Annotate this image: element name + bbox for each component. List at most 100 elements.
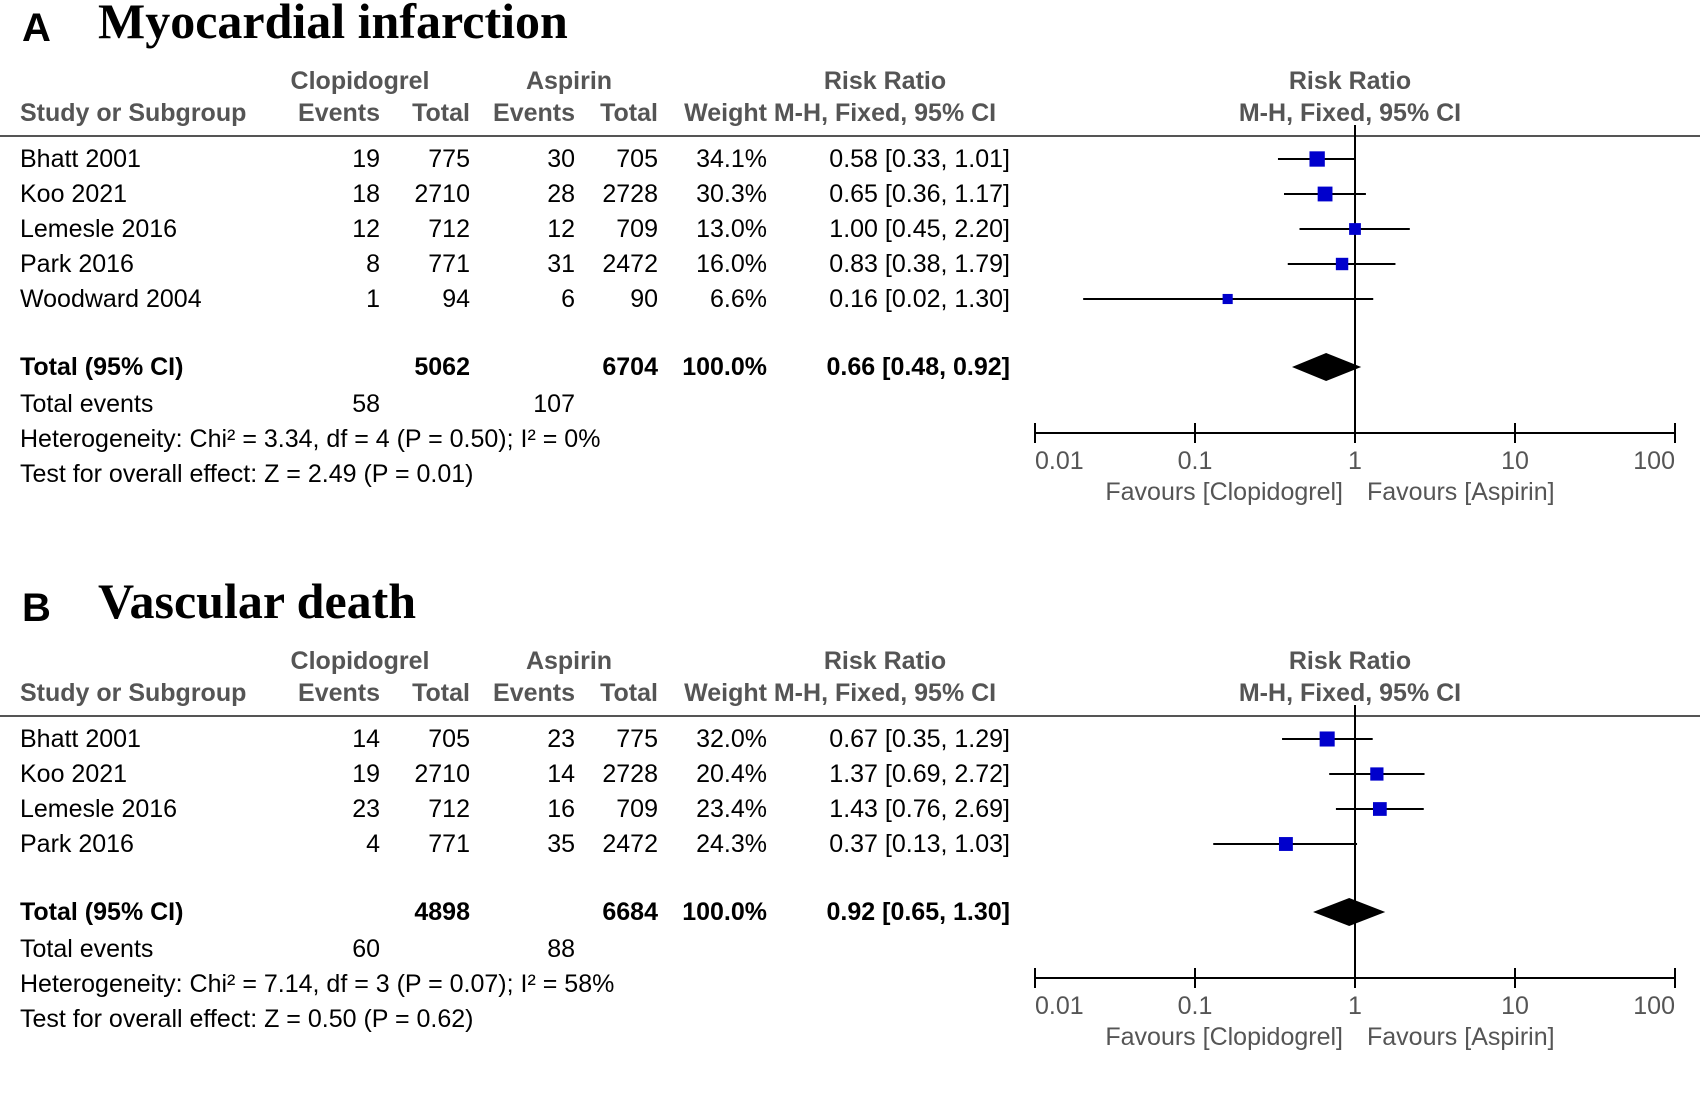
x-tick-label: 10 xyxy=(1501,447,1529,475)
study-column-header: Study or Subgroup xyxy=(20,99,247,127)
study-square xyxy=(1309,151,1325,167)
pooled-diamond xyxy=(1313,898,1386,926)
favours-right-label: Favours [Aspirin] xyxy=(1367,478,1555,506)
rr-ci: 0.83 [0.38, 1.79] xyxy=(829,250,1010,278)
c-total: 94 xyxy=(442,285,470,313)
c-events-header: Events xyxy=(298,99,380,127)
study-name: Koo 2021 xyxy=(20,180,128,208)
favours-left-label: Favours [Clopidogrel] xyxy=(1105,478,1343,506)
weight: 6.6% xyxy=(710,285,767,313)
pooled-rr-ci: 0.66 [0.48, 0.92] xyxy=(826,353,1010,381)
rr-ci: 0.16 [0.02, 1.30] xyxy=(829,285,1010,313)
x-tick-label: 100 xyxy=(1633,447,1675,475)
study-square xyxy=(1319,731,1335,747)
plot-rr-title-header: Risk Ratio xyxy=(1288,647,1412,675)
study-name: Lemesle 2016 xyxy=(20,795,178,823)
rr-title-header: Risk Ratio xyxy=(823,67,947,95)
a-events: 31 xyxy=(547,250,575,278)
study-name: Woodward 2004 xyxy=(20,285,202,313)
study-square xyxy=(1349,223,1361,235)
x-tick-label: 1 xyxy=(1348,447,1362,475)
weight: 23.4% xyxy=(696,795,767,823)
weight-header: Weight xyxy=(684,99,767,127)
total-label: Total (95% CI) xyxy=(20,898,184,926)
a-total: 775 xyxy=(616,725,658,753)
total-label: Total (95% CI) xyxy=(20,353,184,381)
plot-rr-method-header: M-H, Fixed, 95% CI xyxy=(1238,679,1462,707)
a-events: 35 xyxy=(547,830,575,858)
a-total-sum: 6684 xyxy=(602,898,658,926)
a-total: 2472 xyxy=(602,250,658,278)
panel-letter: A xyxy=(22,6,51,50)
total-weight: 100.0% xyxy=(682,353,767,381)
rr-title-header: Risk Ratio xyxy=(823,647,947,675)
study-square xyxy=(1278,837,1293,851)
forest-plot: 0.01 0.1 1 10 100 Favours [Clopidogrel] Favour… xyxy=(1034,125,1676,506)
x-tick-label: 10 xyxy=(1501,992,1529,1020)
a-events: 16 xyxy=(547,795,575,823)
panel-vascular-death: B Vascular death Clopidogrel Aspirin Ris… xyxy=(0,573,1700,1105)
study-name: Park 2016 xyxy=(20,830,134,858)
weight: 24.3% xyxy=(696,830,767,858)
c-total-sum: 5062 xyxy=(414,353,470,381)
rr-ci: 1.00 [0.45, 2.20] xyxy=(829,215,1010,243)
group1-header: Clopidogrel xyxy=(290,647,430,675)
rr-ci: 1.43 [0.76, 2.69] xyxy=(829,795,1010,823)
c-events: 19 xyxy=(352,145,380,173)
panel-title: Myocardial infarction xyxy=(98,0,568,49)
x-tick-label: 0.1 xyxy=(1178,992,1213,1020)
rr-ci: 0.67 [0.35, 1.29] xyxy=(829,725,1010,753)
x-tick-label: 0.01 xyxy=(1035,447,1084,475)
a-total: 709 xyxy=(616,215,658,243)
study-square xyxy=(1370,767,1384,781)
c-events: 14 xyxy=(352,725,380,753)
a-events: 30 xyxy=(547,145,575,173)
overall-effect-text: Test for overall effect: Z = 0.50 (P = 0… xyxy=(20,1005,474,1033)
c-events: 12 xyxy=(352,215,380,243)
rr-method-header: M-H, Fixed, 95% CI xyxy=(773,99,997,127)
total-weight: 100.0% xyxy=(682,898,767,926)
c-events: 4 xyxy=(366,830,380,858)
a-events: 28 xyxy=(547,180,575,208)
a-events: 12 xyxy=(547,215,575,243)
group2-header: Aspirin xyxy=(525,67,613,95)
study-square xyxy=(1372,802,1387,816)
study-square xyxy=(1317,186,1333,202)
weight: 34.1% xyxy=(696,145,767,173)
study-square xyxy=(1222,293,1233,305)
plot-rr-method-header: M-H, Fixed, 95% CI xyxy=(1238,99,1462,127)
panel-letter: B xyxy=(22,586,51,630)
c-events-header: Events xyxy=(298,679,380,707)
panel-myocardial-infarction: A Myocardial infarction Clopidogrel Aspi… xyxy=(0,0,1700,525)
heterogeneity-text: Heterogeneity: Chi² = 7.14, df = 3 (P = … xyxy=(20,970,615,998)
weight: 16.0% xyxy=(696,250,767,278)
c-total: 705 xyxy=(428,725,470,753)
c-total: 771 xyxy=(428,250,470,278)
plot-rr-title-header: Risk Ratio xyxy=(1288,67,1412,95)
rr-ci: 0.65 [0.36, 1.17] xyxy=(829,180,1010,208)
a-total-header: Total xyxy=(600,99,658,127)
c-total-header: Total xyxy=(412,679,470,707)
a-total-events: 88 xyxy=(547,935,575,963)
study-square xyxy=(1335,257,1349,271)
rr-ci: 0.37 [0.13, 1.03] xyxy=(829,830,1010,858)
c-total: 771 xyxy=(428,830,470,858)
x-tick-label: 1 xyxy=(1348,992,1362,1020)
total-events-label: Total events xyxy=(20,390,154,418)
overall-effect-text: Test for overall effect: Z = 2.49 (P = 0… xyxy=(20,460,474,488)
a-events-header: Events xyxy=(493,99,575,127)
header-divider xyxy=(0,135,1700,137)
c-events: 8 xyxy=(366,250,380,278)
study-name: Koo 2021 xyxy=(20,760,128,788)
x-tick-label: 0.1 xyxy=(1178,447,1213,475)
total-events-label: Total events xyxy=(20,935,154,963)
weight: 13.0% xyxy=(696,215,767,243)
header-divider xyxy=(0,715,1700,717)
group1-header: Clopidogrel xyxy=(290,67,430,95)
heterogeneity-text: Heterogeneity: Chi² = 3.34, df = 4 (P = … xyxy=(20,425,601,453)
a-events-header: Events xyxy=(493,679,575,707)
c-total-sum: 4898 xyxy=(414,898,470,926)
x-tick-label: 100 xyxy=(1633,992,1675,1020)
x-tick-label: 0.01 xyxy=(1035,992,1084,1020)
rr-ci: 0.58 [0.33, 1.01] xyxy=(829,145,1010,173)
